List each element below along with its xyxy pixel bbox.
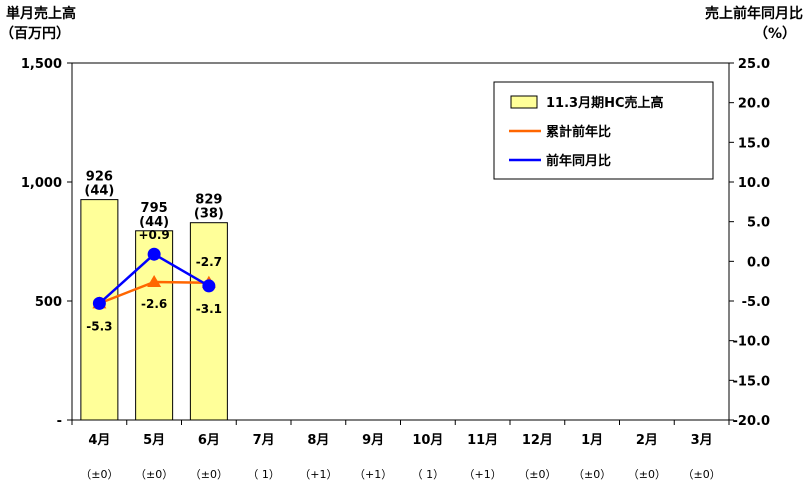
category-label: 4月 bbox=[88, 433, 110, 448]
legend-cumulative-label: 累計前年比 bbox=[546, 124, 611, 140]
right-tick-label: 0.0 bbox=[747, 255, 770, 270]
left-axis-title-line2: （百万円） bbox=[0, 26, 70, 42]
category-note: （±0） bbox=[683, 468, 721, 481]
category-label: 3月 bbox=[691, 433, 713, 448]
category-label: 1月 bbox=[581, 433, 603, 448]
category-note: （±0） bbox=[573, 468, 611, 481]
category-label: 5月 bbox=[143, 433, 165, 448]
category-note: （+1） bbox=[464, 468, 502, 481]
category-label: 10月 bbox=[412, 433, 443, 448]
bar-value-label: 795 bbox=[141, 201, 168, 216]
category-label: 8月 bbox=[307, 433, 329, 448]
category-note: （±0） bbox=[628, 468, 666, 481]
right-tick-label: -10.0 bbox=[733, 335, 770, 350]
right-tick-label: -20.0 bbox=[733, 414, 770, 429]
legend-bar-label: 11.3月期HC売上高 bbox=[546, 95, 664, 111]
triangle-marker bbox=[147, 274, 162, 287]
legend-yoy-label: 前年同月比 bbox=[546, 153, 611, 169]
yoy-point-label: -5.3 bbox=[86, 319, 112, 333]
category-note: （+1） bbox=[354, 468, 392, 481]
left-tick-label: 1,000 bbox=[21, 176, 62, 191]
left-axis-title-line1: 単月売上高 bbox=[6, 5, 76, 22]
bar-count-label: (38) bbox=[194, 207, 224, 222]
category-label: 9月 bbox=[362, 433, 384, 448]
right-tick-label: 15.0 bbox=[738, 136, 770, 151]
right-tick-label: 10.0 bbox=[738, 176, 770, 191]
legend-bar-swatch bbox=[510, 95, 538, 109]
right-tick-label: -15.0 bbox=[733, 374, 770, 389]
category-label: 2月 bbox=[636, 433, 658, 448]
bar-count-label: (44) bbox=[139, 215, 169, 230]
bar-value-label: 829 bbox=[195, 193, 222, 208]
circle-marker bbox=[147, 247, 161, 261]
category-note: （±0） bbox=[80, 468, 118, 481]
cumulative-point-label: -2.6 bbox=[141, 297, 167, 311]
left-tick-label: 1,500 bbox=[21, 57, 62, 72]
category-note: （±0） bbox=[518, 468, 556, 481]
category-note: （ 1） bbox=[412, 468, 445, 481]
right-axis-title-line2: （%） bbox=[754, 26, 796, 42]
right-axis-title-line1: 売上前年同月比 bbox=[705, 5, 803, 22]
right-tick-label: 20.0 bbox=[738, 97, 770, 112]
right-tick-label: -5.0 bbox=[742, 295, 770, 310]
category-note: （+1） bbox=[299, 468, 337, 481]
bar-6月 bbox=[189, 222, 228, 421]
bar-value-label: 926 bbox=[86, 170, 113, 185]
category-label: 11月 bbox=[467, 433, 498, 448]
left-tick-label: 500 bbox=[35, 295, 62, 310]
category-label: 6月 bbox=[198, 433, 220, 448]
cumulative-point-label: -2.7 bbox=[196, 255, 222, 269]
yoy-point-label: -3.1 bbox=[196, 302, 222, 316]
circle-marker bbox=[92, 296, 106, 310]
category-label: 12月 bbox=[522, 433, 553, 448]
category-note: （±0） bbox=[135, 468, 173, 481]
bar-count-label: (44) bbox=[84, 184, 114, 199]
category-label: 7月 bbox=[253, 433, 275, 448]
circle-marker bbox=[202, 279, 216, 293]
right-tick-label: 5.0 bbox=[747, 216, 770, 231]
yoy-point-label: +0.9 bbox=[138, 228, 169, 242]
category-note: （±0） bbox=[190, 468, 228, 481]
left-tick-label: - bbox=[57, 414, 62, 429]
right-tick-label: 25.0 bbox=[738, 57, 770, 72]
category-note: （ 1） bbox=[247, 468, 280, 481]
